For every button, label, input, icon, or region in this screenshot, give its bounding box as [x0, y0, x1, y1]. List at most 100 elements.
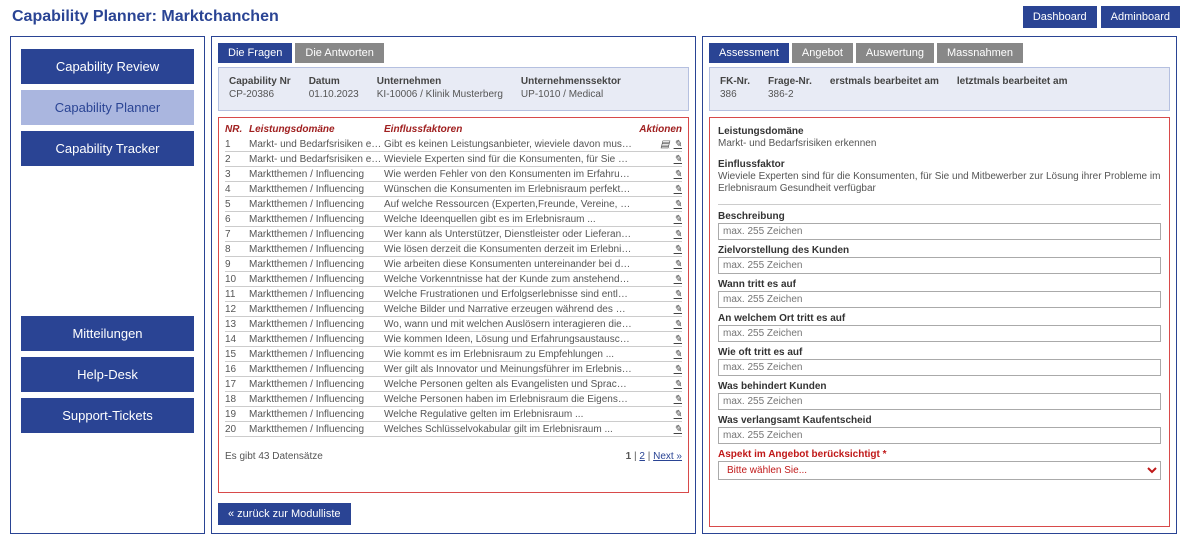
table-row[interactable]: 7Marktthemen / InfluencingWer kann als U… [225, 227, 682, 242]
table-row[interactable]: 15Marktthemen / InfluencingWie kommt es … [225, 347, 682, 362]
sidebar-item-capability-tracker[interactable]: Capability Tracker [21, 131, 194, 166]
edit-icon[interactable]: ✎ [674, 259, 682, 270]
sidebar-item-mitteilungen[interactable]: Mitteilungen [21, 316, 194, 351]
edit-icon[interactable]: ✎ [674, 319, 682, 330]
row-factor: Welche Vorkenntnisse hat der Kunde zum a… [384, 274, 632, 285]
pager-current: 1 [626, 451, 632, 462]
edit-icon[interactable]: ✎ [674, 229, 682, 240]
row-factor: Auf welche Ressourcen (Experten,Freunde,… [384, 199, 632, 210]
table-row[interactable]: 11Marktthemen / InfluencingWelche Frustr… [225, 287, 682, 302]
edit-icon[interactable]: ✎ [674, 334, 682, 345]
tab-massnahmen[interactable]: Massnahmen [937, 43, 1023, 63]
field-input[interactable] [718, 223, 1161, 240]
edit-icon[interactable]: ✎ [674, 199, 682, 210]
tab-assessment[interactable]: Assessment [709, 43, 789, 63]
aspekt-select[interactable]: Bitte wählen Sie... [718, 461, 1161, 480]
edit-icon[interactable]: ✎ [674, 409, 682, 420]
tab-auswertung[interactable]: Auswertung [856, 43, 934, 63]
dashboard-button[interactable]: Dashboard [1023, 6, 1097, 28]
edit-icon[interactable]: ✎ [674, 214, 682, 225]
edit-icon[interactable]: ✎ [674, 289, 682, 300]
text-field: An welchem Ort tritt es auf [718, 313, 1161, 342]
table-row[interactable]: 14Marktthemen / InfluencingWie kommen Id… [225, 332, 682, 347]
table-row[interactable]: 2Markt- und Bedarfsrisiken erkennenWievi… [225, 152, 682, 167]
edit-icon[interactable]: ✎ [674, 139, 682, 150]
row-domain: Marktthemen / Influencing [249, 259, 384, 270]
cap-nr-value: CP-20386 [229, 89, 291, 100]
field-input[interactable] [718, 291, 1161, 308]
edit-icon[interactable]: ✎ [674, 349, 682, 360]
field-input[interactable] [718, 257, 1161, 274]
field-input[interactable] [718, 325, 1161, 342]
row-nr: 4 [225, 184, 249, 195]
edit-icon[interactable]: ✎ [674, 394, 682, 405]
pager-page-2[interactable]: 2 [639, 451, 645, 462]
row-domain: Marktthemen / Influencing [249, 274, 384, 285]
tab-die-fragen[interactable]: Die Fragen [218, 43, 292, 63]
row-factor: Wieviele Experten sind für die Konsument… [384, 154, 632, 165]
table-row[interactable]: 19Marktthemen / InfluencingWelche Regula… [225, 407, 682, 422]
row-factor: Wer gilt als Innovator und Meinungsführe… [384, 364, 632, 375]
sidebar-item-capability-planner[interactable]: Capability Planner [21, 90, 194, 125]
row-factor: Wie arbeiten diese Konsumenten untereina… [384, 259, 632, 270]
sidebar-item-support-tickets[interactable]: Support-Tickets [21, 398, 194, 433]
row-factor: Welche Personen gelten als Evangelisten … [384, 379, 632, 390]
table-row[interactable]: 4Marktthemen / InfluencingWünschen die K… [225, 182, 682, 197]
table-row[interactable]: 13Marktthemen / InfluencingWo, wann und … [225, 317, 682, 332]
field-input[interactable] [718, 427, 1161, 444]
sidebar-group-top: Capability Review Capability Planner Cap… [21, 49, 194, 166]
row-actions: ✎ [632, 199, 682, 210]
table-row[interactable]: 8Marktthemen / InfluencingWie lösen derz… [225, 242, 682, 257]
questions-body: 1Markt- und Bedarfsrisiken erkennenGibt … [225, 137, 682, 437]
aspekt-select-label: Aspekt im Angebot berücksichtigt * [718, 449, 1161, 460]
row-nr: 12 [225, 304, 249, 315]
edit-icon[interactable]: ✎ [674, 424, 682, 435]
row-factor: Welche Regulative gelten im Erlebnisraum… [384, 409, 632, 420]
field-label: Wann tritt es auf [718, 279, 1161, 290]
row-actions: ✎ [632, 289, 682, 300]
edit-icon[interactable]: ✎ [674, 154, 682, 165]
frage-nr-label: Frage-Nr. [768, 76, 812, 87]
row-domain: Marktthemen / Influencing [249, 394, 384, 405]
row-factor: Wo, wann und mit welchen Auslösern inter… [384, 319, 632, 330]
edit-icon[interactable]: ✎ [674, 364, 682, 375]
tab-angebot[interactable]: Angebot [792, 43, 853, 63]
field-label: Beschreibung [718, 211, 1161, 222]
row-domain: Marktthemen / Influencing [249, 244, 384, 255]
table-row[interactable]: 12Marktthemen / InfluencingWelche Bilder… [225, 302, 682, 317]
pager-next[interactable]: Next » [653, 451, 682, 462]
sidebar-item-capability-review[interactable]: Capability Review [21, 49, 194, 84]
row-domain: Marktthemen / Influencing [249, 349, 384, 360]
edit-icon[interactable]: ✎ [674, 379, 682, 390]
back-to-modullist-button[interactable]: « zurück zur Modulliste [218, 503, 351, 525]
center-panel: Die Fragen Die Antworten Capability Nr C… [211, 36, 696, 534]
table-row[interactable]: 17Marktthemen / InfluencingWelche Person… [225, 377, 682, 392]
edit-icon[interactable]: ✎ [674, 244, 682, 255]
row-domain: Marktthemen / Influencing [249, 184, 384, 195]
field-input[interactable] [718, 359, 1161, 376]
table-row[interactable]: 18Marktthemen / InfluencingWelche Person… [225, 392, 682, 407]
questions-header: NR. Leistungsdomäne Einflussfaktoren Akt… [225, 122, 682, 137]
tab-die-antworten[interactable]: Die Antworten [295, 43, 383, 63]
edit-icon[interactable]: ✎ [674, 184, 682, 195]
table-row[interactable]: 20Marktthemen / InfluencingWelches Schlü… [225, 422, 682, 437]
assessment-fields: BeschreibungZielvorstellung des KundenWa… [718, 211, 1161, 444]
table-row[interactable]: 16Marktthemen / InfluencingWer gilt als … [225, 362, 682, 377]
row-actions: ✎ [632, 424, 682, 435]
field-input[interactable] [718, 393, 1161, 410]
edit-icon[interactable]: ✎ [674, 304, 682, 315]
table-row[interactable]: 9Marktthemen / InfluencingWie arbeiten d… [225, 257, 682, 272]
table-row[interactable]: 6Marktthemen / InfluencingWelche Ideenqu… [225, 212, 682, 227]
row-domain: Marktthemen / Influencing [249, 169, 384, 180]
sidebar-group-bottom: Mitteilungen Help-Desk Support-Tickets [21, 316, 194, 433]
table-row[interactable]: 10Marktthemen / InfluencingWelche Vorken… [225, 272, 682, 287]
adminboard-button[interactable]: Adminboard [1101, 6, 1180, 28]
chat-icon[interactable]: ▤ [660, 139, 669, 150]
table-row[interactable]: 3Marktthemen / InfluencingWie werden Feh… [225, 167, 682, 182]
table-row[interactable]: 1Markt- und Bedarfsrisiken erkennenGibt … [225, 137, 682, 152]
sidebar-item-helpdesk[interactable]: Help-Desk [21, 357, 194, 392]
edit-icon[interactable]: ✎ [674, 169, 682, 180]
edit-icon[interactable]: ✎ [674, 274, 682, 285]
topbar: Capability Planner: Marktchanchen Dashbo… [0, 0, 1192, 32]
table-row[interactable]: 5Marktthemen / InfluencingAuf welche Res… [225, 197, 682, 212]
